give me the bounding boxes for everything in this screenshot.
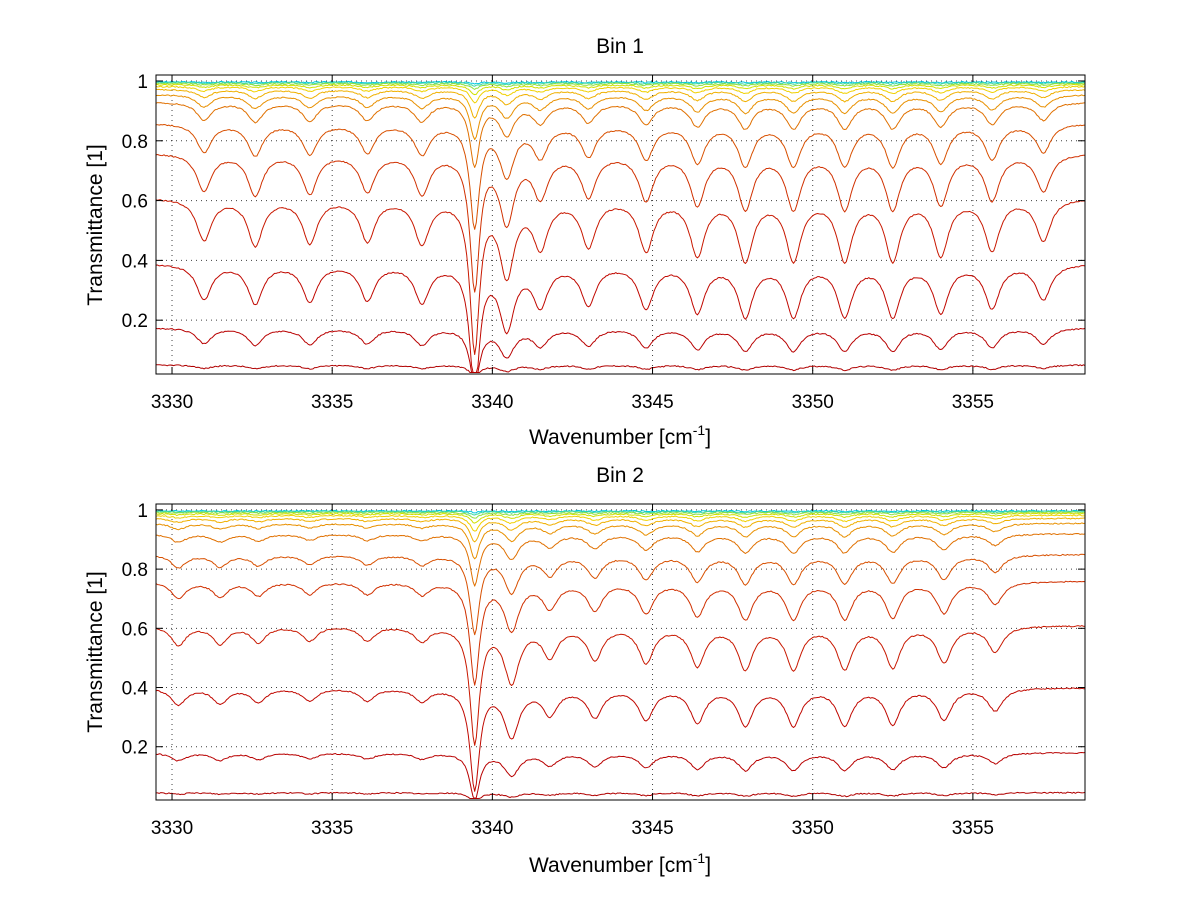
y-tick-label: 1 (137, 72, 148, 93)
series-group (155, 509, 1086, 799)
y-tick-label: 1 (137, 501, 148, 522)
y-tick-label: 0.6 (122, 192, 148, 213)
y-tick-label: 0.2 (122, 311, 148, 332)
y-tick-label: 0.8 (122, 132, 148, 153)
series-line-10 (155, 154, 1085, 293)
series-line-13 (155, 752, 1086, 799)
series-line-8 (155, 533, 1086, 587)
series-line-13 (155, 327, 1086, 373)
x-tick-label: 3350 (792, 818, 834, 839)
x-tick-label: 3345 (631, 392, 673, 413)
x-axis-label-exponent: -1 (693, 850, 706, 866)
series-line-8 (155, 102, 1086, 168)
x-tick-label: 3355 (952, 818, 994, 839)
y-tick-label: 0.8 (122, 560, 148, 581)
x-axis-label-exponent: -1 (693, 422, 706, 438)
series-line-3 (156, 511, 1086, 519)
axes-frame (155, 503, 1086, 801)
series-group (155, 80, 1086, 373)
series-line-7 (155, 522, 1086, 560)
y-tick-label: 0.6 (122, 619, 148, 640)
series-line-6 (155, 88, 1086, 119)
y-axis-label: Transmittance [1] (84, 571, 107, 732)
series-line-9 (155, 553, 1086, 636)
y-tick-label: 0.2 (122, 738, 148, 759)
x-tick-label: 3345 (631, 818, 673, 839)
x-axis-label-text: Wavenumber [cm (529, 426, 693, 449)
x-axis-label: Wavenumber [cm-1] (529, 422, 711, 449)
series-line-6 (155, 517, 1086, 543)
x-tick-label: 3335 (311, 818, 353, 839)
y-tick-label: 0.4 (122, 679, 149, 700)
series-line-5 (155, 85, 1086, 104)
series-line-11 (155, 199, 1086, 355)
series-line-12 (155, 687, 1085, 792)
grid (156, 504, 1085, 800)
x-axis-label-suffix: ] (705, 426, 711, 449)
series-line-9 (156, 124, 1086, 230)
chart-title: Bin 1 (596, 35, 644, 58)
series-line-14 (156, 791, 1086, 799)
series-line-12 (155, 264, 1086, 373)
series-line-5 (155, 514, 1085, 532)
series-line-3 (155, 82, 1086, 90)
x-axis-label: Wavenumber [cm-1] (529, 850, 711, 877)
y-tick-label: 0.4 (122, 251, 149, 272)
x-axis-label-suffix: ] (705, 854, 711, 877)
series-line-14 (155, 364, 1086, 373)
x-tick-label: 3340 (471, 392, 513, 413)
chart-panel-bin-1: Bin 1 3330 3335 3340 3345 3350 3355 0.2 0.4 0.6 0… (84, 35, 1086, 449)
y-axis-label: Transmittance [1] (84, 144, 107, 305)
tick-group: 3330 3335 3340 3345 3350 3355 0.2 0.4 0.6 0.8 1 (122, 72, 1085, 413)
series-line-11 (155, 625, 1086, 746)
tick-group: 3330 3335 3340 3345 3350 3355 0.2 0.4 0.6 0.8 1 (122, 501, 1085, 839)
x-axis-label-text: Wavenumber [cm (529, 854, 693, 877)
x-tick-label: 3340 (471, 818, 513, 839)
chart-title: Bin 2 (596, 464, 644, 487)
series-line-10 (155, 580, 1086, 686)
x-tick-label: 3330 (151, 818, 193, 839)
series-line-4 (155, 83, 1086, 96)
x-tick-label: 3335 (311, 392, 353, 413)
axes-frame (155, 74, 1086, 375)
x-tick-label: 3330 (151, 392, 193, 413)
grid (156, 75, 1085, 374)
x-tick-label: 3350 (792, 392, 834, 413)
series-line-2 (155, 510, 1086, 516)
series-line-4 (155, 512, 1086, 524)
series-line-7 (155, 94, 1086, 140)
chart-panel-bin-2: Bin 2 3330 3335 3340 3345 3350 3355 0.2 0.4 0.6 0… (84, 464, 1086, 877)
x-tick-label: 3355 (952, 392, 994, 413)
